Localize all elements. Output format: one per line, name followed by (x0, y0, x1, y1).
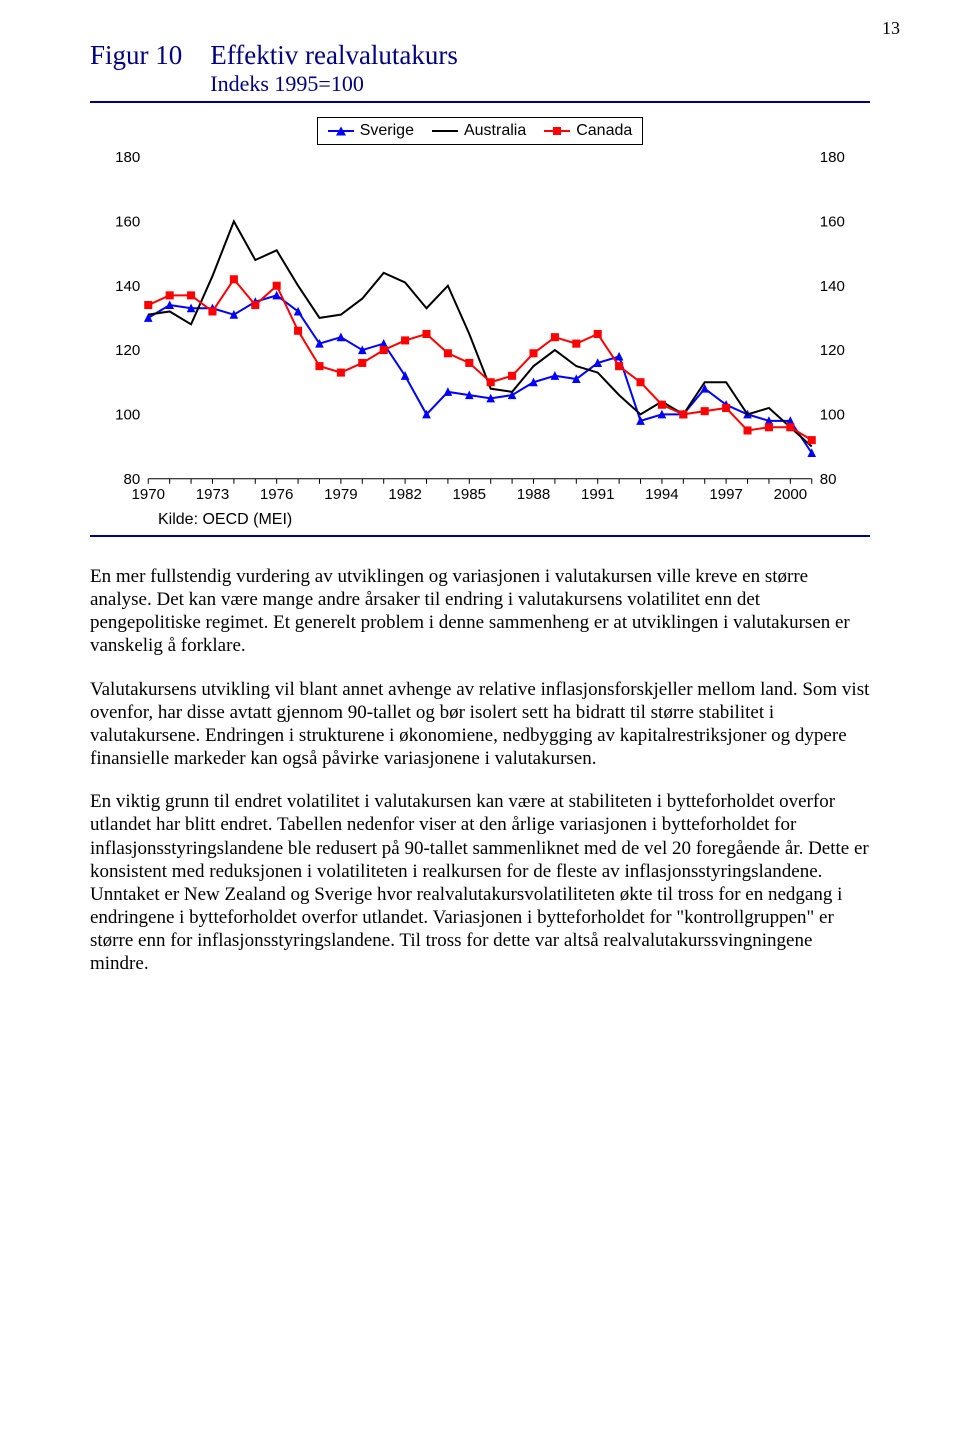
svg-text:1997: 1997 (709, 486, 743, 503)
svg-text:140: 140 (820, 278, 845, 295)
svg-text:1976: 1976 (260, 486, 294, 503)
svg-text:1979: 1979 (324, 486, 358, 503)
svg-text:1985: 1985 (453, 486, 487, 503)
figure-label: Figur 10 (90, 40, 182, 71)
svg-text:1970: 1970 (132, 486, 166, 503)
legend-item: Australia (432, 122, 526, 140)
svg-text:160: 160 (820, 213, 845, 230)
legend-swatch (328, 130, 354, 132)
chart-box: SverigeAustraliaCanada 80801001001201201… (90, 101, 870, 537)
svg-text:1988: 1988 (517, 486, 551, 503)
legend-label: Sverige (360, 122, 414, 140)
body-text: En mer fullstendig vurdering av utviklin… (90, 565, 870, 976)
figure-title: Effektiv realvalutakurs (210, 40, 458, 71)
svg-text:80: 80 (820, 471, 837, 488)
legend-swatch (544, 130, 570, 132)
svg-text:1973: 1973 (196, 486, 230, 503)
svg-text:120: 120 (115, 342, 140, 359)
svg-text:100: 100 (115, 406, 140, 423)
legend-item: Sverige (328, 122, 414, 140)
figure: Figur 10 Effektiv realvalutakurs Indeks … (90, 40, 870, 537)
svg-text:1991: 1991 (581, 486, 615, 503)
svg-text:2000: 2000 (774, 486, 808, 503)
paragraph: En mer fullstendig vurdering av utviklin… (90, 565, 870, 658)
chart-legend: Sverige Australia Canada (317, 117, 644, 145)
svg-text:1994: 1994 (645, 486, 679, 503)
legend-item: Canada (544, 122, 632, 140)
legend-label: Australia (464, 122, 526, 140)
legend-swatch (432, 130, 458, 132)
figure-header: Figur 10 Effektiv realvalutakurs Indeks … (90, 40, 870, 97)
svg-text:120: 120 (820, 342, 845, 359)
svg-text:160: 160 (115, 213, 140, 230)
paragraph: Valutakursens utvikling vil blant annet … (90, 678, 870, 771)
line-chart: 8080100100120120140140160160180180197019… (98, 147, 862, 509)
svg-text:100: 100 (820, 406, 845, 423)
page-number: 13 (882, 18, 900, 39)
figure-subtitle: Indeks 1995=100 (210, 71, 458, 97)
svg-text:1982: 1982 (388, 486, 422, 503)
svg-text:180: 180 (820, 149, 845, 166)
figure-source: Kilde: OECD (MEI) (158, 511, 862, 529)
legend-label: Canada (576, 122, 632, 140)
svg-text:140: 140 (115, 278, 140, 295)
svg-text:180: 180 (115, 149, 140, 166)
paragraph: En viktig grunn til endret volatilitet i… (90, 790, 870, 975)
